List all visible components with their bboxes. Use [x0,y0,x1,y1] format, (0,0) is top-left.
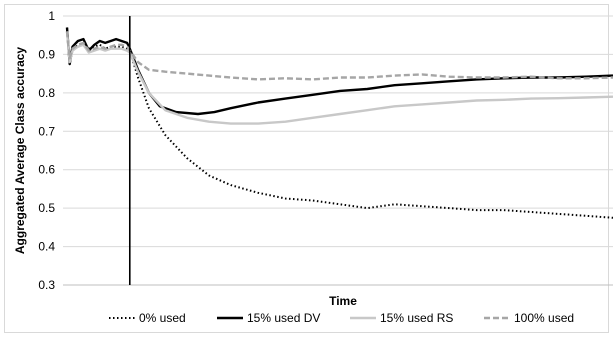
x-axis-title: Time [329,294,357,308]
series-line-4 [65,31,613,81]
legend-label: 15% used DV [247,311,320,325]
y-tick-label: 0.6 [38,163,55,177]
y-tick-label: 0.9 [38,47,55,61]
series-line-1 [66,27,613,219]
legend-label: 15% used RS [380,311,453,325]
chart-frame [4,4,609,333]
y-tick-label: 0.3 [38,278,55,292]
series-line-2 [65,27,613,116]
y-axis-title: Aggregated Average Class accuracy [13,47,27,255]
y-tick-label: 1 [48,9,55,23]
y-tick-label: 0.7 [38,124,55,138]
y-tick-label: 0.4 [38,240,55,254]
series-lines [65,27,613,219]
legend-label: 100% used [514,311,574,325]
legend: 0% used 15% used DV 15% used RS 100% used [109,311,574,325]
legend-label: 0% used [139,311,186,325]
y-axis-ticks: 0.3 0.4 0.5 0.6 0.7 0.8 0.9 1 [38,9,55,292]
y-tick-label: 0.5 [38,201,55,215]
y-tick-label: 0.8 [38,86,55,100]
series-line-3 [65,31,613,125]
gridlines [63,15,613,248]
